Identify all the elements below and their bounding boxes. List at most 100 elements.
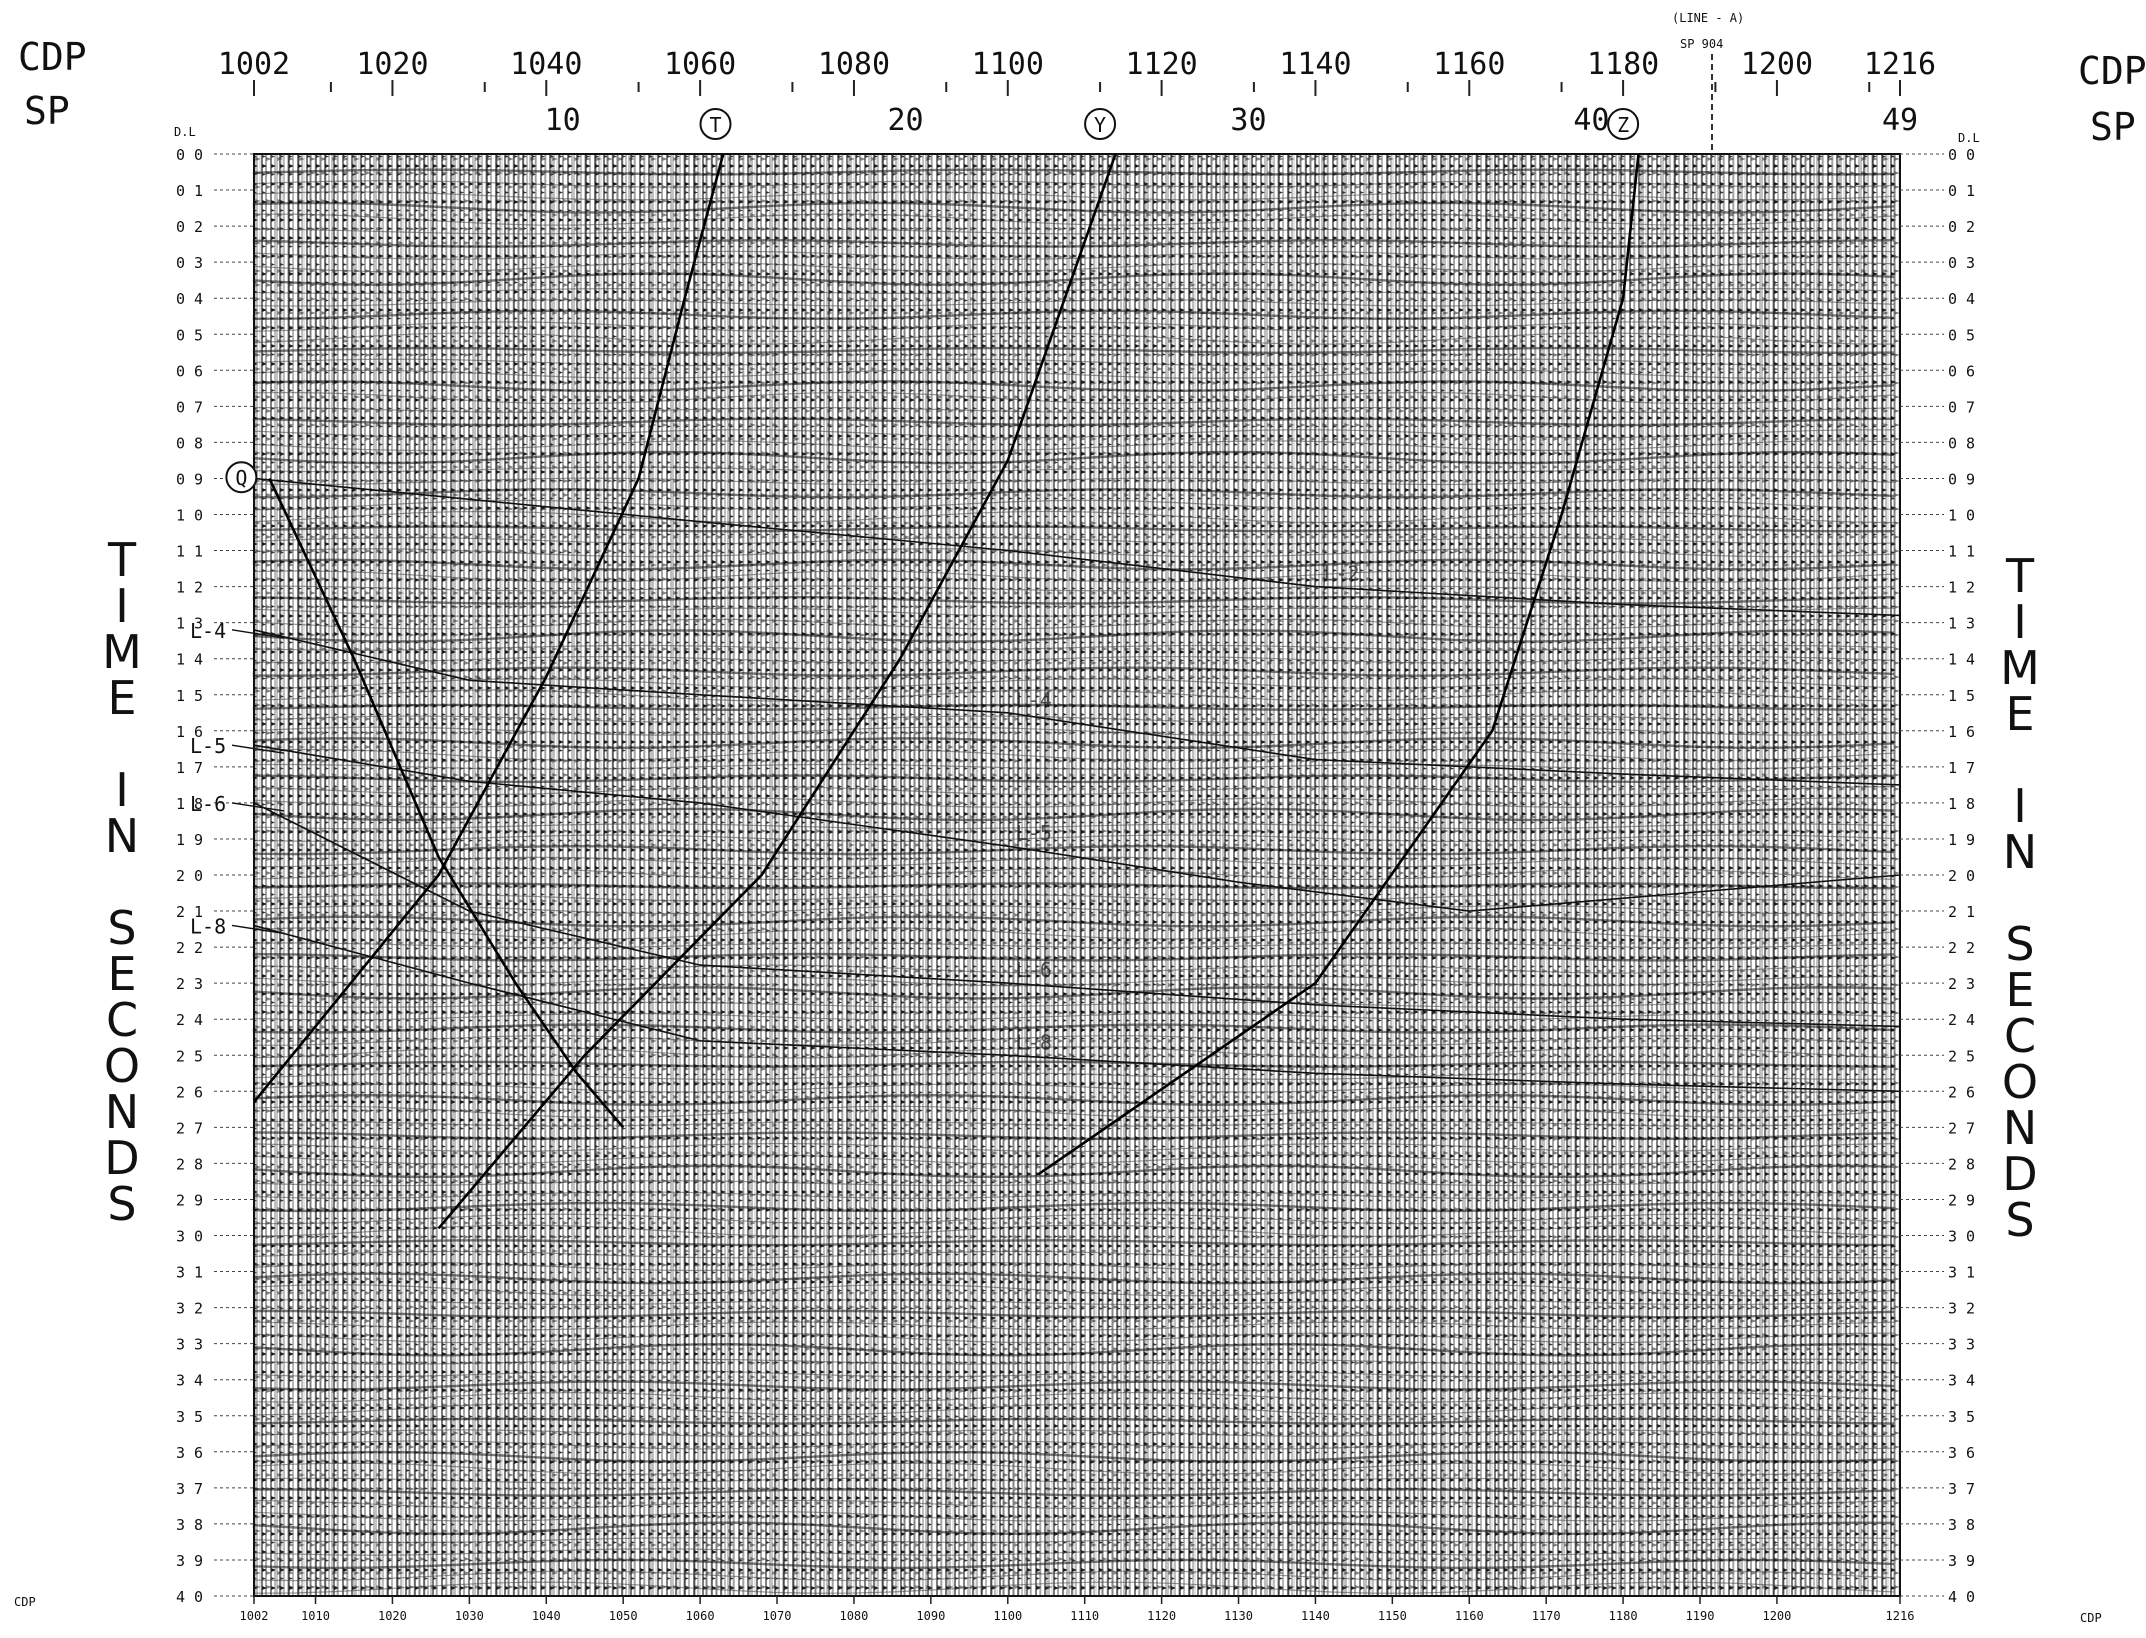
reflector-band [252, 1342, 1895, 1357]
right-time-tick-label: 2 7 [1948, 1119, 1975, 1137]
reflector-band [253, 856, 1895, 868]
bottom-cdp-tick-label: 1130 [1224, 1609, 1253, 1623]
dl-label-right: D.L [1958, 131, 1980, 145]
bottom-cdp-tick-label: 1190 [1686, 1609, 1715, 1623]
reflector-band [253, 786, 1895, 796]
right-time-tick-label: 3 6 [1948, 1444, 1975, 1462]
reflector-band [253, 537, 1895, 545]
reflector-band [253, 1224, 1895, 1238]
axis-title-letter: N [105, 1085, 139, 1139]
reflector-band [252, 737, 1895, 750]
reflector-band [253, 1120, 1895, 1127]
left-time-tick-label: 1 4 [176, 651, 203, 669]
right-time-tick-label: 2 1 [1948, 903, 1975, 921]
left-horizon-labels: L-4 L-5 L-6 L-8 [190, 619, 285, 938]
reflector-band [253, 1499, 1895, 1510]
line-note-sub: SP 904 [1680, 37, 1723, 51]
reflector-band [252, 1488, 1895, 1497]
left-time-tick-label: 0 6 [176, 362, 203, 380]
seismic-data-area [252, 153, 1901, 1597]
axis-title-letter: S [2005, 1193, 2034, 1247]
reflector-band [253, 1191, 1895, 1199]
right-time-tick-label: 2 2 [1948, 939, 1975, 957]
left-time-tick-label: 1 0 [176, 507, 203, 525]
reflector-band [252, 201, 1895, 214]
right-time-tick-label: 2 5 [1948, 1047, 1975, 1065]
reflector-band [253, 964, 1895, 974]
left-time-tick-label: 3 8 [176, 1516, 203, 1534]
reflector-band [253, 1072, 1895, 1080]
right-time-tick-label: 3 1 [1948, 1264, 1975, 1282]
reflector-band [253, 466, 1895, 473]
left-time-tick-label: 0 1 [176, 182, 203, 200]
axis-title-letter: E [107, 671, 136, 725]
reflector-band [252, 558, 1895, 571]
left-time-tick-label: 0 4 [176, 290, 203, 308]
reflector-band [253, 299, 1895, 307]
left-time-tick-label: 3 4 [176, 1372, 203, 1390]
reflector-band [253, 440, 1895, 452]
right-time-tick-label: 3 2 [1948, 1300, 1975, 1318]
right-time-tick-label: 0 1 [1948, 182, 1975, 200]
left-horizon-label: L-6 [190, 792, 226, 816]
axis-title-letter: I [2013, 595, 2027, 649]
reflector-band [253, 1332, 1895, 1344]
reflector-bands [252, 168, 1895, 1594]
reflector-band [252, 168, 1895, 176]
bottom-cdp-tick-label: 1040 [532, 1609, 561, 1623]
reflector-band [253, 1403, 1895, 1416]
reflector-band [253, 715, 1895, 724]
reflector-band [252, 1380, 1895, 1391]
left-time-tick-label: 0 8 [176, 434, 203, 452]
reflector-band [253, 726, 1895, 736]
reflector-band [253, 655, 1895, 664]
reflector-band [253, 1391, 1895, 1403]
reflector-band [253, 1440, 1895, 1450]
left-time-tick-label: 0 9 [176, 470, 203, 488]
reflector-band [252, 703, 1895, 711]
sp-tick-label: 49 [1882, 103, 1918, 138]
reflector-band [253, 499, 1895, 511]
left-time-tick-label: 2 9 [176, 1191, 203, 1209]
reflector-band [253, 250, 1895, 260]
reflector-band [252, 882, 1895, 890]
axis-title-letter: E [2005, 963, 2034, 1017]
bottom-cdp-tick-label: 1140 [1301, 1609, 1330, 1623]
bottom-cdp-ticks: 1002 1010 1020 1030 1040 1050 1060 1070 1080 1090… [240, 1596, 1914, 1623]
right-time-tick-label: 3 7 [1948, 1480, 1975, 1498]
top-cdp-ticks: 1002 1020 1040 1060 1080 1100 1120 1140 1160 1180… [218, 47, 1936, 96]
axis-title-letter: O [104, 1039, 140, 1093]
tie-markers: Q T Y Z [225, 108, 1640, 494]
reflector-band [253, 763, 1895, 770]
axis-title-letter: N [2003, 825, 2037, 879]
horizon-inline-label: L-8 [1016, 1030, 1052, 1054]
top-cdp-tick-label: 1040 [510, 47, 582, 82]
reflector-band [252, 666, 1895, 677]
bottom-cdp-tick-label: 1070 [763, 1609, 792, 1623]
reflector-band [253, 1369, 1895, 1378]
reflector-band [252, 488, 1895, 499]
reflector-band [253, 644, 1895, 651]
axis-title-letter: E [2005, 687, 2034, 741]
reflector-band [252, 986, 1895, 1000]
reflector-band [253, 1548, 1895, 1556]
right-time-tick-label: 0 0 [1948, 146, 1975, 164]
line-note: (LINE - A) [1672, 11, 1744, 25]
bottom-cdp-tick-label: 1030 [455, 1609, 484, 1623]
top-cdp-tick-label: 1216 [1864, 47, 1936, 82]
reflector-band [253, 1105, 1895, 1119]
left-time-tick-label: 0 3 [176, 254, 203, 272]
horizon-inline-label: L-4 [1016, 688, 1052, 712]
left-time-tick-label: 1 3 [176, 615, 203, 633]
right-time-tick-label: 0 8 [1948, 434, 1975, 452]
reflector-band [253, 1321, 1895, 1331]
axis-title-letter: I [115, 763, 129, 817]
tie-line-curve [268, 477, 625, 1129]
horizon-line [253, 477, 1901, 617]
left-time-tick-label: 3 9 [176, 1552, 203, 1570]
sp-tick-label: 20 [887, 103, 923, 138]
reflector-band [253, 927, 1895, 940]
reflector-band [252, 807, 1895, 822]
reflector-band [252, 952, 1895, 962]
